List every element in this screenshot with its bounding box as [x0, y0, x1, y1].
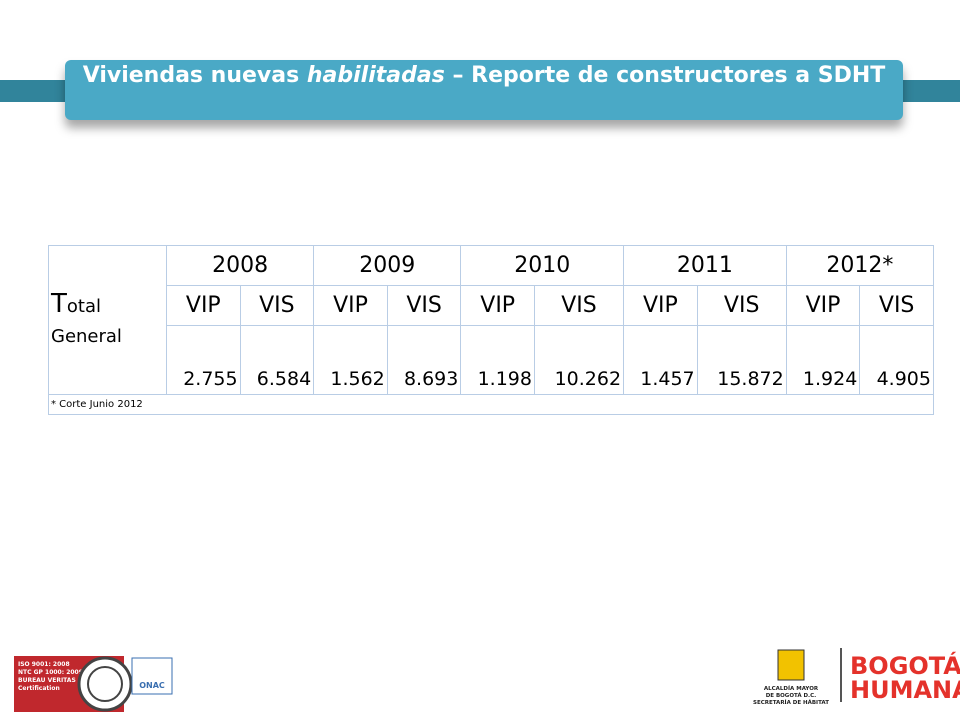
- value-cell: 1.562: [313, 325, 388, 395]
- logo-text: ISO 9001: 2008: [18, 661, 70, 668]
- title-banner: Viviendas nuevas habilitadas – Reporte d…: [65, 60, 903, 120]
- type-header: VIP: [623, 285, 698, 326]
- logo-text: DE BOGOTÁ D.C.: [766, 692, 817, 699]
- title-part: – Reporte de constructores a SDHT: [444, 63, 886, 88]
- logo-text: SECRETARÍA DE HÁBITAT: [753, 698, 829, 706]
- type-header: VIP: [166, 285, 241, 326]
- type-header: VIS: [239, 285, 315, 326]
- bureau-veritas-seal: [87, 666, 123, 702]
- type-header: VIP: [460, 285, 535, 326]
- brand-line: BOGOTÁ: [850, 651, 960, 680]
- type-header: VIS: [386, 285, 462, 326]
- brand-line: HUMANA: [850, 676, 960, 704]
- type-header: VIS: [859, 285, 934, 326]
- year-header: 2008: [165, 245, 315, 286]
- value-cell: 1.457: [623, 325, 698, 395]
- banner-stripe: [0, 80, 70, 102]
- value-cell: 6.584: [239, 325, 315, 395]
- value-cell: 10.262: [533, 325, 625, 395]
- bureau-veritas-seal: [77, 656, 133, 712]
- value-cell: 2.755: [166, 325, 241, 395]
- logo-text: ALCALDÍA MAYOR: [764, 684, 819, 692]
- footnote: * Corte Junio 2012: [48, 394, 934, 415]
- coat-of-arms: [777, 649, 805, 681]
- banner-stripe: [900, 80, 960, 102]
- value-cell: 1.924: [785, 325, 861, 395]
- title-part: Viviendas nuevas: [82, 63, 307, 88]
- logo-text: NTC GP 1000: 2009: [18, 669, 83, 676]
- logo-text: BUREAU VERITAS: [18, 677, 76, 684]
- value-cell: 8.693: [386, 325, 462, 395]
- year-header: 2011: [623, 245, 787, 286]
- row-label-cell: Total General: [48, 245, 167, 395]
- logo-text: Certification: [18, 685, 60, 692]
- data-table: Total General 2008 2009 2010 2011 2012* VIP VI…: [48, 245, 935, 415]
- onac-logo: [131, 657, 173, 695]
- onac-text: ONAC: [139, 681, 165, 690]
- value-cell: 1.198: [460, 325, 535, 395]
- title-emphasis: habilitadas: [306, 63, 445, 88]
- value-cell: 15.872: [696, 325, 787, 395]
- year-header: 2009: [313, 245, 462, 286]
- value-cell: 4.905: [859, 325, 934, 395]
- year-header: 2010: [460, 245, 625, 286]
- row-label: Total General: [51, 288, 122, 347]
- type-header: VIP: [785, 285, 861, 326]
- type-header: VIS: [696, 285, 787, 326]
- type-header: VIP: [313, 285, 388, 326]
- type-header: VIS: [533, 285, 625, 326]
- year-header: 2012*: [785, 245, 935, 286]
